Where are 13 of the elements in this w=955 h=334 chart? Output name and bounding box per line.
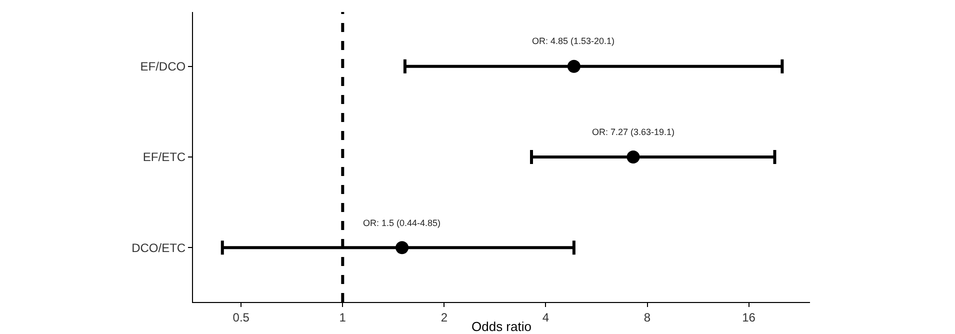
y-tick-label: DCO/ETC	[132, 240, 186, 255]
x-tick-label: 16	[742, 310, 756, 324]
annotation: OR: 1.5 (0.44-4.85)	[363, 218, 441, 228]
annotation: OR: 7.27 (3.63-19.1)	[592, 127, 675, 137]
x-axis-title: Odds ratio	[472, 319, 532, 334]
x-tick-label: 2	[440, 310, 448, 324]
x-tick-label: 8	[644, 310, 651, 324]
y-tick-label: EF/DCO	[140, 60, 186, 74]
x-tick-label: 4	[542, 310, 550, 324]
x-tick-label: 1	[339, 310, 346, 324]
x-tick-label: 0.5	[232, 310, 250, 324]
y-tick-label: EF/ETC	[142, 150, 186, 164]
annotation: OR: 4.85 (1.53-20.1)	[532, 36, 615, 46]
